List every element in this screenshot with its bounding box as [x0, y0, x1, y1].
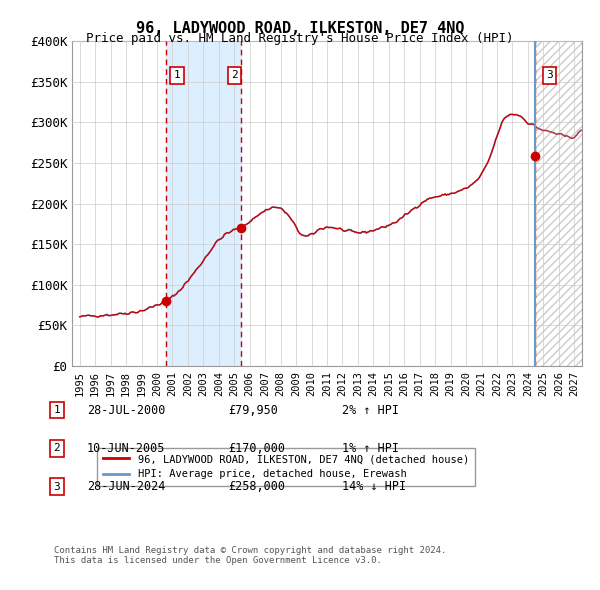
Text: £170,000: £170,000	[228, 442, 285, 455]
Text: 3: 3	[53, 482, 61, 491]
Text: Price paid vs. HM Land Registry's House Price Index (HPI): Price paid vs. HM Land Registry's House …	[86, 32, 514, 45]
Text: 2: 2	[231, 70, 238, 80]
Text: 10-JUN-2005: 10-JUN-2005	[87, 442, 166, 455]
Text: 96, LADYWOOD ROAD, ILKESTON, DE7 4NQ: 96, LADYWOOD ROAD, ILKESTON, DE7 4NQ	[136, 21, 464, 35]
Text: Contains HM Land Registry data © Crown copyright and database right 2024.
This d: Contains HM Land Registry data © Crown c…	[54, 546, 446, 565]
Text: 2: 2	[53, 444, 61, 453]
Bar	[535, 41, 582, 366]
Legend: 96, LADYWOOD ROAD, ILKESTON, DE7 4NQ (detached house), HPI: Average price, detac: 96, LADYWOOD ROAD, ILKESTON, DE7 4NQ (de…	[97, 448, 475, 486]
Text: 1% ↑ HPI: 1% ↑ HPI	[342, 442, 399, 455]
Text: 28-JUL-2000: 28-JUL-2000	[87, 404, 166, 417]
Text: 1: 1	[53, 405, 61, 415]
Text: 1: 1	[174, 70, 181, 80]
Text: £79,950: £79,950	[228, 404, 278, 417]
Bar	[535, 41, 582, 366]
Text: £258,000: £258,000	[228, 480, 285, 493]
Text: 28-JUN-2024: 28-JUN-2024	[87, 480, 166, 493]
Text: 3: 3	[546, 70, 553, 80]
Text: 14% ↓ HPI: 14% ↓ HPI	[342, 480, 406, 493]
Bar	[166, 41, 241, 366]
Text: 2% ↑ HPI: 2% ↑ HPI	[342, 404, 399, 417]
